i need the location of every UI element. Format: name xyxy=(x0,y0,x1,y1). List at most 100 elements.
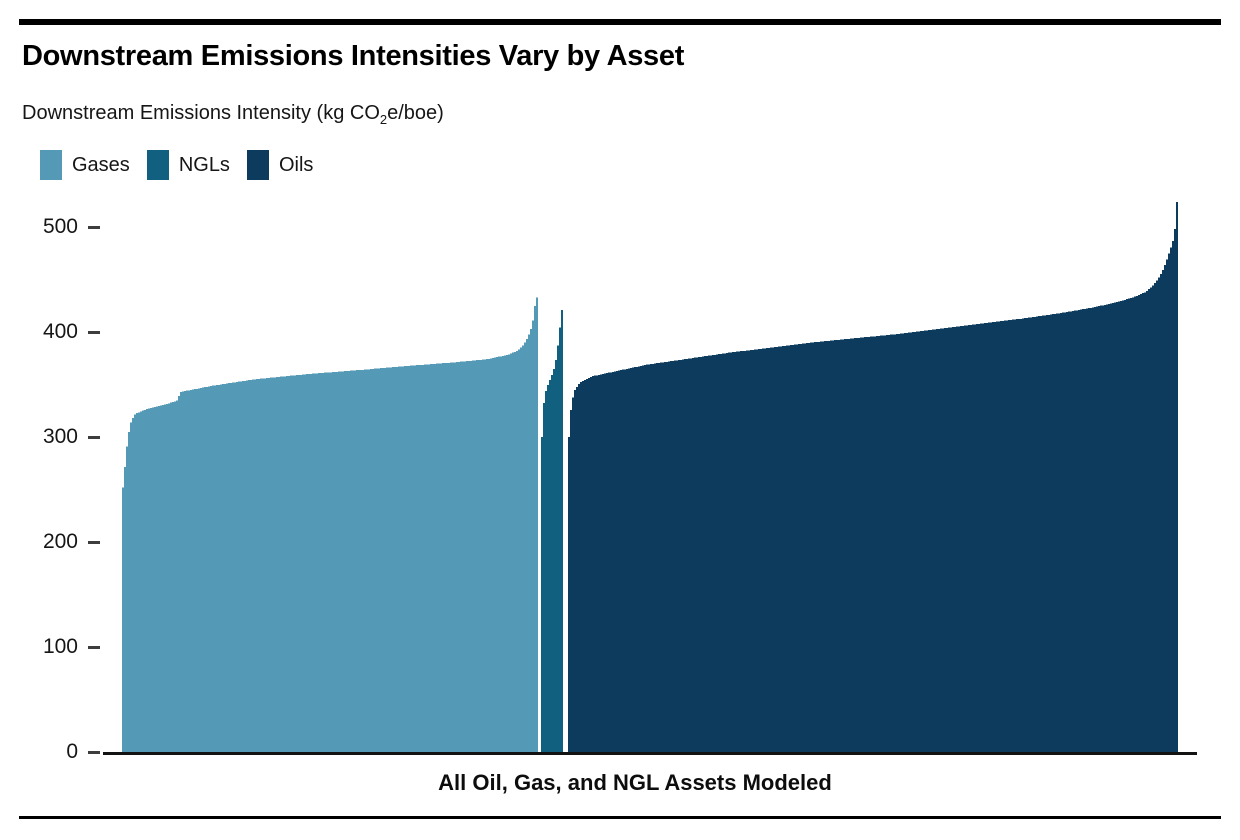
bar xyxy=(744,350,746,752)
subtitle-text-suffix: e/boe) xyxy=(387,102,444,124)
bar xyxy=(596,375,598,752)
bar xyxy=(1066,312,1068,752)
chart-title: Downstream Emissions Intensities Vary by… xyxy=(22,40,685,72)
bar xyxy=(1102,305,1104,752)
bar xyxy=(800,343,802,752)
bar xyxy=(534,306,536,752)
bar xyxy=(466,361,468,752)
bar xyxy=(482,359,484,752)
bar xyxy=(1142,293,1144,752)
bar xyxy=(1056,313,1058,752)
bar xyxy=(304,374,306,752)
bar xyxy=(338,371,340,752)
bar xyxy=(950,327,952,752)
bar xyxy=(286,376,288,752)
bar xyxy=(956,326,958,752)
bar xyxy=(608,372,610,752)
bar xyxy=(276,377,278,752)
bar xyxy=(1046,315,1048,752)
bar xyxy=(572,397,574,752)
bar xyxy=(874,336,876,752)
bar xyxy=(360,369,362,752)
bar xyxy=(912,332,914,752)
bar xyxy=(704,356,706,752)
bar xyxy=(654,363,656,752)
bar xyxy=(838,339,840,752)
bar xyxy=(557,345,559,752)
bar xyxy=(1092,307,1094,752)
bar xyxy=(1000,321,1002,752)
bar xyxy=(1144,292,1146,752)
bar xyxy=(954,326,956,752)
bar xyxy=(442,363,444,752)
bar xyxy=(864,337,866,752)
bar xyxy=(238,381,240,752)
bar xyxy=(1096,306,1098,752)
bar xyxy=(498,356,500,752)
bar xyxy=(710,355,712,752)
bar xyxy=(676,360,678,752)
bar xyxy=(400,366,402,752)
bar xyxy=(504,355,506,752)
bar xyxy=(1110,303,1112,752)
bar xyxy=(822,341,824,752)
bar xyxy=(1080,309,1082,752)
bar xyxy=(646,364,648,752)
bar xyxy=(1124,299,1126,752)
bar xyxy=(290,375,292,752)
bar xyxy=(154,406,156,752)
bar xyxy=(952,327,954,752)
bar xyxy=(518,349,520,752)
bar xyxy=(792,344,794,752)
bar xyxy=(756,349,758,752)
bar xyxy=(320,373,322,752)
bar xyxy=(1134,296,1136,752)
bar xyxy=(506,355,508,752)
bar xyxy=(180,391,182,752)
bar xyxy=(786,345,788,752)
bar xyxy=(426,364,428,752)
bar xyxy=(882,335,884,752)
bar xyxy=(1130,298,1132,752)
bar xyxy=(380,368,382,752)
bar xyxy=(1026,318,1028,752)
bar xyxy=(224,383,226,752)
bar xyxy=(348,370,350,752)
bar xyxy=(561,309,563,752)
bar xyxy=(318,373,320,752)
bar xyxy=(706,355,708,752)
bar xyxy=(734,352,736,752)
bar xyxy=(1152,285,1154,752)
bar xyxy=(1112,303,1114,752)
bar xyxy=(274,377,276,752)
bar xyxy=(390,367,392,752)
bar xyxy=(586,379,588,752)
bar xyxy=(684,359,686,752)
bar xyxy=(432,364,434,752)
bar xyxy=(332,372,334,752)
bar xyxy=(254,379,256,752)
bar xyxy=(1030,317,1032,752)
bar xyxy=(312,373,314,752)
bar xyxy=(970,324,972,752)
bar xyxy=(559,327,561,752)
bar xyxy=(634,367,636,752)
bar xyxy=(878,335,880,752)
bar xyxy=(670,361,672,752)
bar xyxy=(1106,304,1108,752)
bar xyxy=(812,342,814,752)
bar xyxy=(502,355,504,752)
bar xyxy=(500,356,502,752)
bar xyxy=(424,364,426,752)
bar xyxy=(370,369,372,752)
bar xyxy=(376,368,378,752)
bar xyxy=(1050,314,1052,752)
bar xyxy=(490,358,492,752)
bar xyxy=(1132,297,1134,752)
bar xyxy=(902,333,904,752)
bar xyxy=(1028,317,1030,752)
bar xyxy=(396,366,398,752)
bar xyxy=(1164,265,1166,752)
bar xyxy=(962,325,964,752)
bar xyxy=(818,341,820,752)
